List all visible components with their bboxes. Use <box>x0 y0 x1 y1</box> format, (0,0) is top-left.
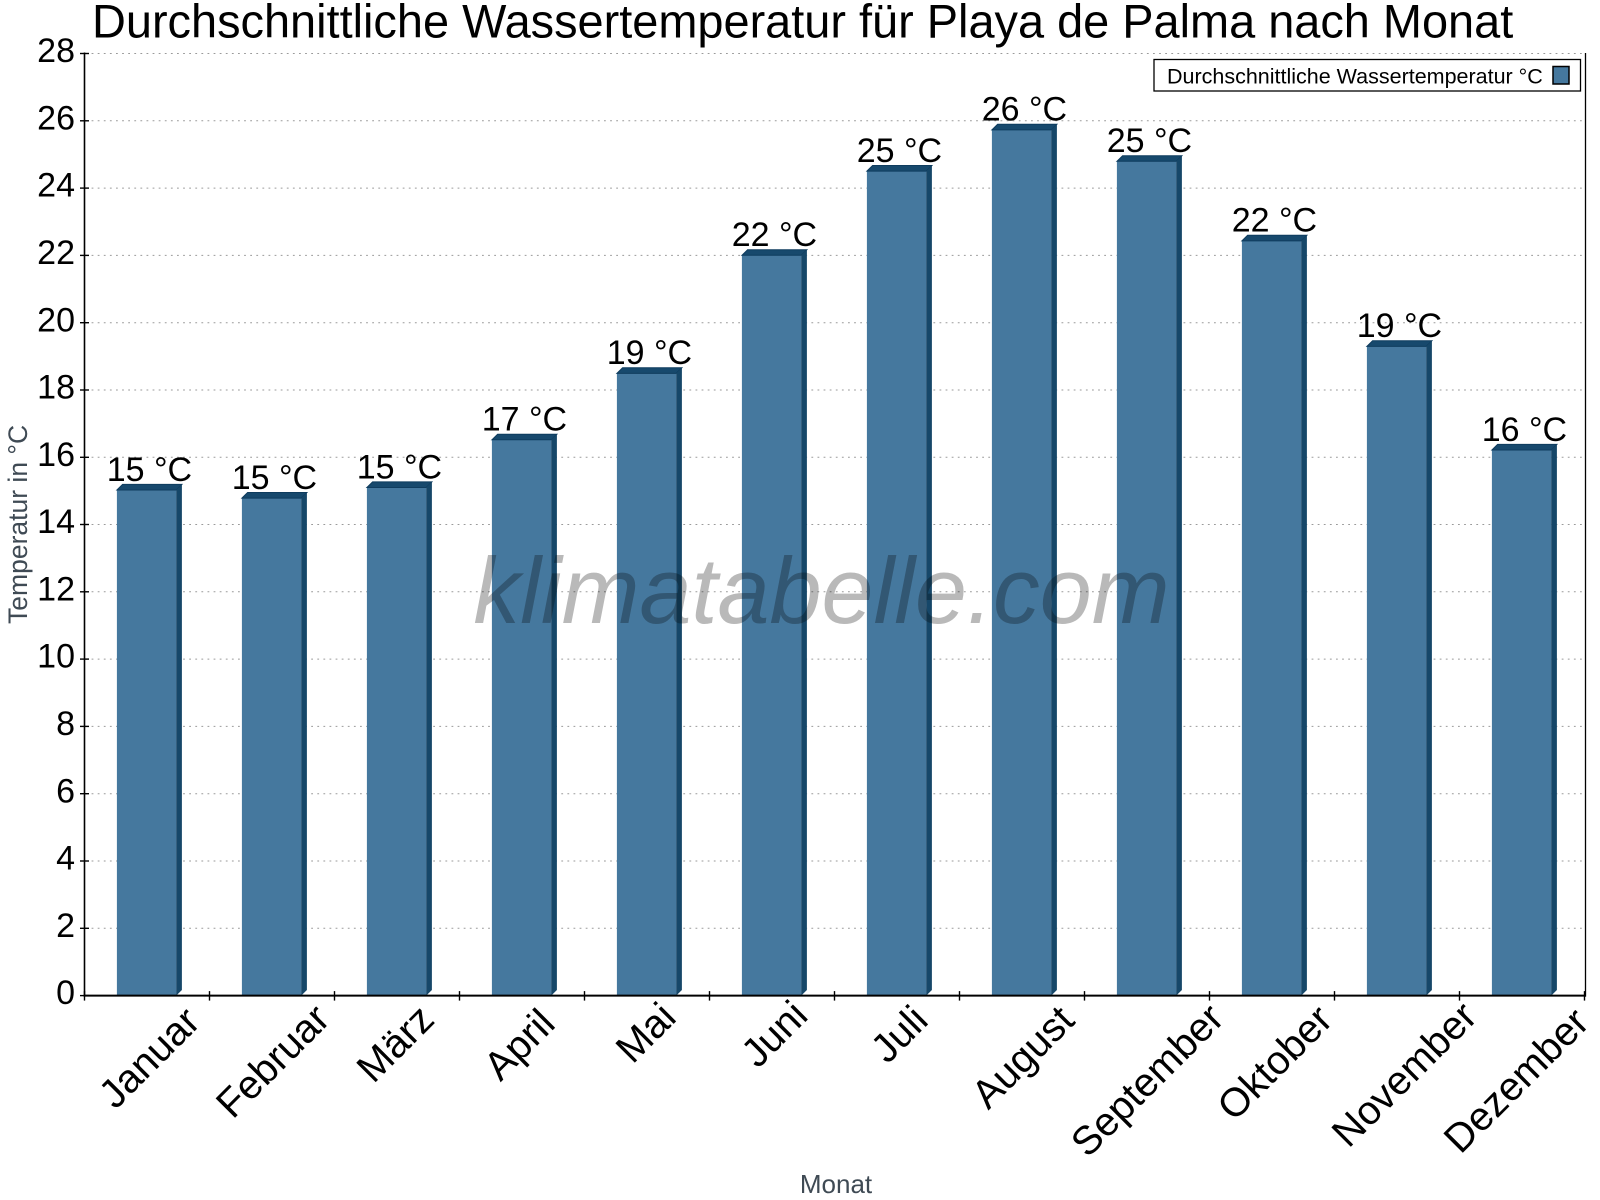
svg-text:24: 24 <box>37 167 75 205</box>
svg-text:20: 20 <box>37 301 75 339</box>
svg-text:Durchschnittliche Wassertemper: Durchschnittliche Wassertemperatur für P… <box>92 0 1513 48</box>
svg-text:Durchschnittliche Wassertemper: Durchschnittliche Wassertemperatur °C <box>1167 64 1543 88</box>
svg-text:12: 12 <box>37 570 75 608</box>
svg-text:17 °C: 17 °C <box>482 401 567 439</box>
svg-text:18: 18 <box>37 369 75 407</box>
svg-text:Temperatur in °C: Temperatur in °C <box>3 425 33 624</box>
svg-text:15 °C: 15 °C <box>107 451 192 489</box>
svg-text:14: 14 <box>37 503 75 541</box>
svg-text:25 °C: 25 °C <box>1107 122 1192 160</box>
svg-text:16: 16 <box>37 436 75 474</box>
svg-text:4: 4 <box>56 840 75 878</box>
svg-text:25 °C: 25 °C <box>857 132 942 170</box>
svg-text:19 °C: 19 °C <box>1357 307 1442 345</box>
svg-text:6: 6 <box>56 772 75 810</box>
svg-text:0: 0 <box>56 974 75 1012</box>
svg-text:22 °C: 22 °C <box>732 216 817 254</box>
svg-text:19 °C: 19 °C <box>607 334 692 372</box>
svg-text:Monat: Monat <box>800 1169 873 1199</box>
svg-text:26: 26 <box>37 99 75 137</box>
svg-text:15 °C: 15 °C <box>232 459 317 497</box>
svg-text:28: 28 <box>37 32 75 70</box>
svg-text:26 °C: 26 °C <box>982 91 1067 129</box>
svg-text:klimatabelle.com: klimatabelle.com <box>473 538 1169 643</box>
svg-text:22: 22 <box>37 234 75 272</box>
svg-text:15 °C: 15 °C <box>357 448 442 486</box>
svg-text:2: 2 <box>56 907 75 945</box>
svg-text:10: 10 <box>37 638 75 676</box>
svg-text:16 °C: 16 °C <box>1482 411 1567 449</box>
svg-text:8: 8 <box>56 705 75 743</box>
svg-text:22 °C: 22 °C <box>1232 202 1317 240</box>
